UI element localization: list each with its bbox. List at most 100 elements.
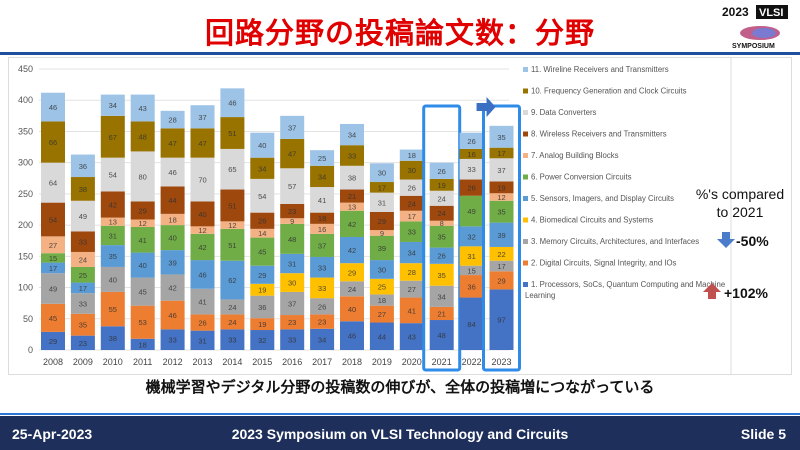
data-label: 40 xyxy=(198,210,206,219)
data-label: 23 xyxy=(288,318,296,327)
bar-segment xyxy=(399,210,424,222)
data-label: 24 xyxy=(438,194,446,203)
data-label: 26 xyxy=(467,184,475,193)
x-tick-label: 2010 xyxy=(103,357,123,367)
data-label: 42 xyxy=(348,220,356,229)
data-label: 45 xyxy=(139,288,147,297)
data-label: 14 xyxy=(258,229,266,238)
data-label: 35 xyxy=(438,233,446,242)
data-label: 43 xyxy=(139,104,147,113)
data-label: 24 xyxy=(79,255,87,264)
bar-segment xyxy=(399,297,424,324)
bar-segment xyxy=(250,157,275,179)
legend-label: 8. Wireless Receivers and Transmitters xyxy=(531,130,667,139)
legend-swatch xyxy=(523,88,528,94)
data-label: 42 xyxy=(168,284,176,293)
data-label: 38 xyxy=(79,185,87,194)
bar-segment xyxy=(310,277,335,299)
footer-date: 25-Apr-2023 xyxy=(12,426,93,442)
bar-segment xyxy=(250,318,275,331)
data-label: 33 xyxy=(79,238,87,247)
data-label: 30 xyxy=(378,265,386,274)
bar-segment xyxy=(429,220,454,226)
data-label: 47 xyxy=(288,150,296,159)
data-label: 12 xyxy=(198,226,206,235)
legend-label: 6. Power Conversion Circuits xyxy=(531,173,632,182)
bar-segment xyxy=(41,162,65,203)
data-label: 38 xyxy=(109,334,117,343)
data-label: 37 xyxy=(288,299,296,308)
bar-segment xyxy=(489,200,514,223)
bar-segment xyxy=(489,147,514,159)
data-label: 48 xyxy=(438,331,446,340)
bar-segment xyxy=(459,226,484,247)
bar-segment xyxy=(220,314,245,330)
bar-segment xyxy=(41,331,65,350)
y-tick-label: 400 xyxy=(18,95,33,105)
x-tick-label: 2022 xyxy=(462,357,482,367)
data-label: 47 xyxy=(168,139,176,148)
bar-segment xyxy=(190,330,215,350)
data-label: 53 xyxy=(139,318,147,327)
vlsi-symposium-logo: 2023 VLSI SYMPOSIUM xyxy=(722,5,788,50)
data-label: 17 xyxy=(497,262,505,271)
bar-segment xyxy=(340,165,364,190)
y-tick-label: 450 xyxy=(18,64,33,74)
bar-segment xyxy=(220,228,245,261)
legend-swatch xyxy=(523,260,528,266)
bar-segment xyxy=(41,202,65,237)
bar-segment xyxy=(489,125,514,148)
data-label: 29 xyxy=(497,276,505,285)
bar-segment xyxy=(70,313,95,336)
data-label: 29 xyxy=(49,337,57,346)
legend-label: 5. Sensors, Imagers, and Display Circuit… xyxy=(531,194,674,203)
comparison-label-line2: to 2021 xyxy=(716,204,764,220)
bar-segment xyxy=(340,202,364,211)
bar-segment xyxy=(160,157,185,187)
footer-slide-number: Slide 5 xyxy=(740,426,786,442)
svg-text:VLSI: VLSI xyxy=(759,7,783,19)
bar-segment xyxy=(190,105,215,129)
highlight-box xyxy=(482,104,521,372)
bar-segment xyxy=(100,115,125,158)
bar-segment xyxy=(100,191,125,218)
data-label: 48 xyxy=(139,132,147,141)
slide-subtitle: 機械学習やデジタル分野の投稿数の伸びが、全体の投稿増につながっている xyxy=(145,378,655,396)
data-label: 23 xyxy=(79,339,87,348)
data-label: 39 xyxy=(497,231,505,240)
bar-segment xyxy=(70,200,95,232)
data-label: 16 xyxy=(318,225,326,234)
data-label: 46 xyxy=(49,103,57,112)
bar-segment xyxy=(190,233,215,261)
bar-segment xyxy=(130,305,155,339)
y-tick-label: 150 xyxy=(18,251,33,261)
bar-segment xyxy=(280,223,305,254)
memory-change: -50% xyxy=(736,233,769,249)
bar-segment xyxy=(70,282,95,294)
bar-segment xyxy=(70,335,95,350)
x-tick-label: 2011 xyxy=(133,357,152,367)
data-label: 27 xyxy=(408,285,416,294)
bar-segment xyxy=(340,263,364,282)
y-tick-label: 300 xyxy=(18,158,33,168)
legend-label: 2. Digital Circuits, Signal Integrity, a… xyxy=(531,259,677,268)
bar-segment xyxy=(190,226,215,234)
y-tick-label: 50 xyxy=(23,314,33,324)
data-label: 34 xyxy=(318,172,326,181)
data-label: 51 xyxy=(228,201,236,210)
data-label: 45 xyxy=(49,314,57,323)
data-label: 30 xyxy=(288,279,296,288)
data-label: 35 xyxy=(79,321,87,330)
data-label: 33 xyxy=(79,299,87,308)
data-label: 36 xyxy=(79,162,87,171)
legend-swatch xyxy=(523,217,528,223)
bar-segment xyxy=(429,205,454,221)
data-label: 48 xyxy=(288,235,296,244)
data-label: 46 xyxy=(228,99,236,108)
bar-segment xyxy=(190,128,215,158)
data-label: 97 xyxy=(497,316,505,325)
x-tick-label: 2018 xyxy=(342,357,362,367)
bar-segment xyxy=(70,293,95,314)
bar-segment xyxy=(280,168,305,204)
bar-segment xyxy=(130,338,155,350)
